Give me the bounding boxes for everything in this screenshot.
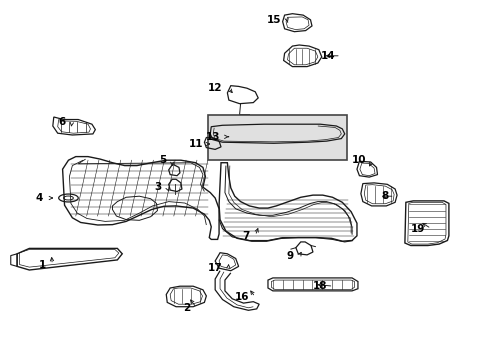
Text: 5: 5 <box>159 155 166 165</box>
Text: 7: 7 <box>242 231 249 241</box>
Text: 19: 19 <box>410 224 425 234</box>
Text: 6: 6 <box>59 117 66 127</box>
Text: 12: 12 <box>207 83 222 93</box>
Text: 14: 14 <box>320 51 334 61</box>
Text: 15: 15 <box>266 15 281 25</box>
Text: 3: 3 <box>154 182 161 192</box>
Text: 13: 13 <box>205 132 220 142</box>
Bar <box>207 115 346 160</box>
Text: 16: 16 <box>234 292 249 302</box>
Text: 4: 4 <box>36 193 43 203</box>
Text: 1: 1 <box>39 260 46 270</box>
Text: 2: 2 <box>183 303 190 313</box>
Text: 17: 17 <box>207 263 222 273</box>
Text: 8: 8 <box>381 191 388 201</box>
Text: 10: 10 <box>351 155 366 165</box>
Text: 11: 11 <box>188 139 203 149</box>
Text: 9: 9 <box>285 251 293 261</box>
Text: 18: 18 <box>312 281 327 291</box>
